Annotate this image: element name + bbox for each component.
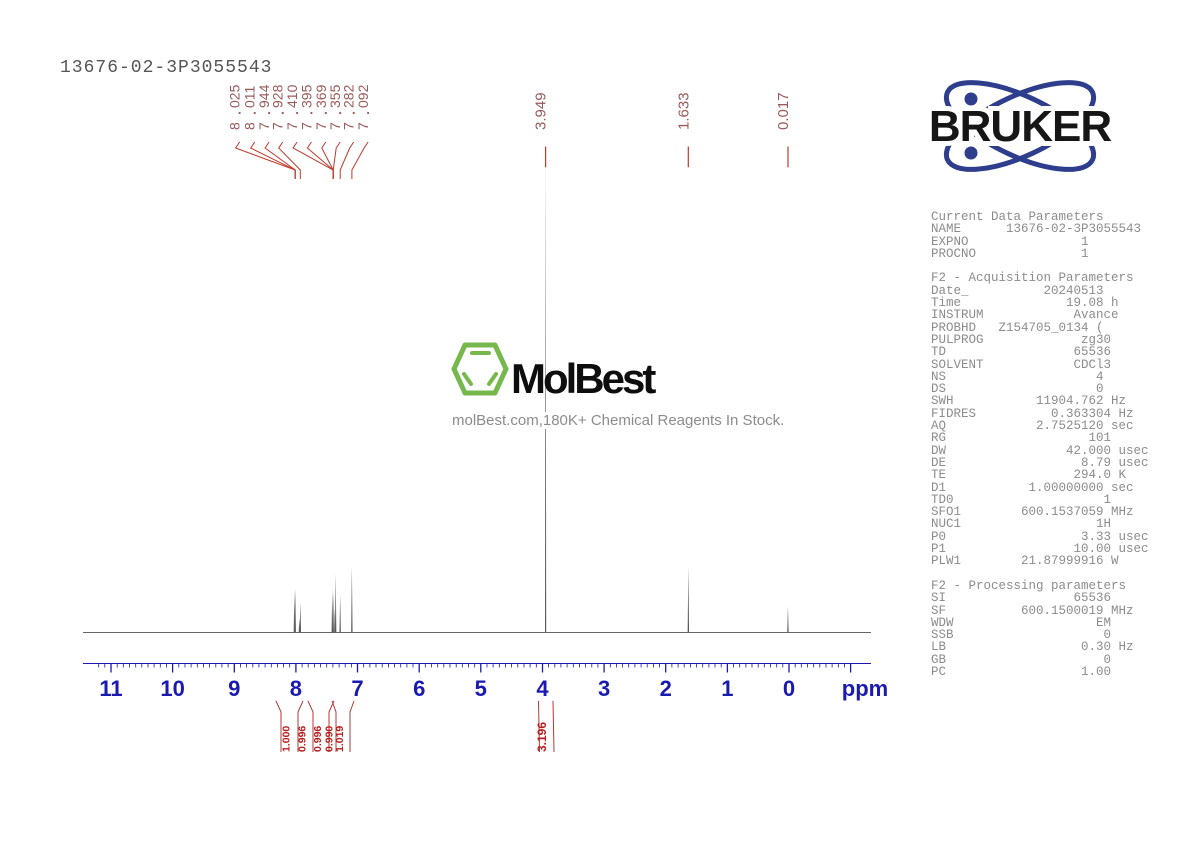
svg-text:MolBest: MolBest (511, 355, 656, 402)
